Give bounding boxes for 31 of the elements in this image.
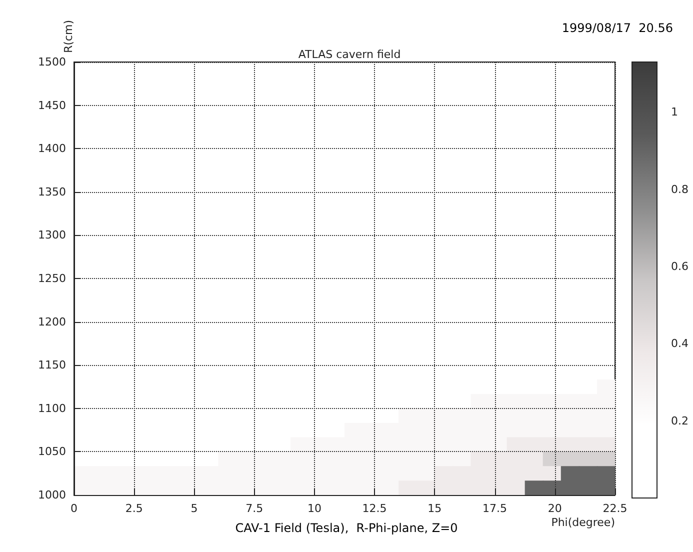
color-bar-label: 0.6 bbox=[671, 260, 688, 273]
text: CAV-1 Field (Tesla), R-Phi-plane, Z=0 bbox=[235, 521, 458, 535]
x-tick-label: 5 bbox=[190, 502, 198, 515]
y-tick-label: 1150 bbox=[38, 358, 66, 372]
x-tick-label: 20 bbox=[548, 502, 562, 515]
x-tick-label: 10 bbox=[307, 502, 322, 515]
y-axis-title: R(cm) bbox=[62, 20, 75, 53]
y-tick-label: 1300 bbox=[38, 228, 66, 242]
color-bar-label: 0.4 bbox=[671, 337, 688, 350]
y-tick-label: 1250 bbox=[38, 272, 66, 285]
chart-title: ATLAS cavern field bbox=[298, 48, 401, 61]
x-axis-title: Phi(degree) bbox=[551, 516, 615, 529]
y-tick-label: 1000 bbox=[38, 488, 66, 502]
x-tick-label: 0 bbox=[70, 502, 78, 515]
x-tick-label: 22.5 bbox=[602, 502, 628, 515]
y-tick-label: 1200 bbox=[38, 315, 66, 328]
color-bar-label: 1 bbox=[671, 106, 678, 119]
y-tick-label: 1400 bbox=[38, 142, 66, 156]
y-tick-label: 1500 bbox=[38, 56, 66, 68]
x-tick-label: 17.5 bbox=[482, 502, 508, 515]
y-tick-label: 1350 bbox=[38, 185, 66, 198]
text: 1999/08/17 20.56 bbox=[562, 21, 674, 35]
color-bar-label: 0.8 bbox=[671, 182, 688, 196]
color-bar-label: 0.2 bbox=[671, 414, 688, 428]
x-tick-label: 2.5 bbox=[125, 502, 143, 515]
x-tick-label: 12.5 bbox=[362, 502, 387, 515]
y-tick-label: 1450 bbox=[38, 98, 66, 112]
x-tick-label: 7.5 bbox=[246, 502, 264, 515]
y-tick-label: 1050 bbox=[38, 445, 66, 458]
x-tick-label: 15 bbox=[428, 502, 442, 515]
y-tick-label: 1100 bbox=[38, 402, 66, 415]
